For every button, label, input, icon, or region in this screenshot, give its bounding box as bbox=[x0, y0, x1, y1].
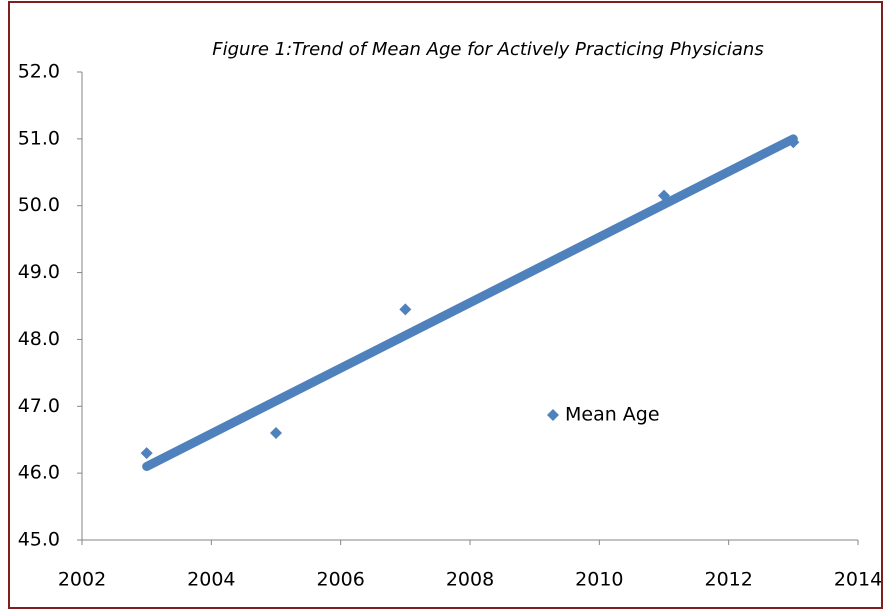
frame bbox=[8, 1, 883, 609]
y-tick-label: 52.0 bbox=[18, 61, 60, 83]
data-point bbox=[270, 427, 282, 440]
y-tick-label: 49.0 bbox=[18, 261, 60, 283]
data-point bbox=[658, 189, 670, 202]
chart-title: Figure 1:Trend of Mean Age for Actively … bbox=[212, 39, 763, 60]
x-tick-label: 2008 bbox=[446, 569, 494, 591]
y-tick-label: 46.0 bbox=[18, 462, 60, 484]
legend-label: Mean Age bbox=[565, 404, 660, 426]
x-tick-label: 2014 bbox=[834, 569, 882, 591]
trendline bbox=[142, 134, 798, 471]
data-point bbox=[399, 303, 412, 316]
x-tick-label: 2006 bbox=[316, 569, 364, 591]
x-tick-label: 2002 bbox=[58, 569, 106, 591]
y-tick-label: 51.0 bbox=[18, 127, 60, 149]
x-tick-label: 2010 bbox=[575, 569, 623, 591]
x-tick-label: 2004 bbox=[187, 569, 235, 591]
y-tick-label: 47.0 bbox=[18, 395, 60, 417]
data-point bbox=[140, 447, 153, 460]
legend-marker bbox=[547, 409, 559, 421]
data-point bbox=[787, 136, 800, 149]
y-tick-label: 45.0 bbox=[18, 529, 60, 551]
x-tick-label: 2012 bbox=[704, 569, 752, 591]
y-tick-label: 48.0 bbox=[18, 328, 60, 350]
y-tick-label: 50.0 bbox=[18, 194, 60, 216]
